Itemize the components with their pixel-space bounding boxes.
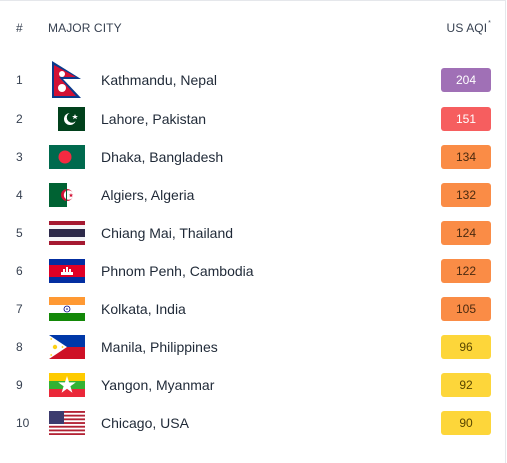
- city-name[interactable]: Yangon, Myanmar: [101, 377, 215, 393]
- city-column-header: MAJOR CITY: [48, 21, 122, 35]
- city-name[interactable]: Chicago, USA: [101, 415, 189, 431]
- nepal-flag-icon: [49, 60, 85, 100]
- rank-number: 1: [16, 73, 23, 87]
- table-row[interactable]: 8 Manila, Philippines 96: [0, 328, 505, 366]
- table-row[interactable]: 2 Lahore, Pakistan 151: [0, 100, 505, 138]
- rank-number: 3: [16, 150, 23, 164]
- philippines-flag-icon: [49, 335, 85, 359]
- aqi-badge: 204: [441, 68, 491, 92]
- rank-number: 2: [16, 112, 23, 126]
- aqi-footnote-mark: *: [488, 20, 491, 27]
- aqi-badge: 151: [441, 107, 491, 131]
- aqi-badge: 96: [441, 335, 491, 359]
- aqi-badge: 124: [441, 221, 491, 245]
- thailand-flag-icon: [49, 221, 85, 245]
- aqi-badge: 134: [441, 145, 491, 169]
- city-name[interactable]: Kolkata, India: [101, 301, 186, 317]
- cambodia-flag-icon: [49, 259, 85, 283]
- aqi-badge: 105: [441, 297, 491, 321]
- aqi-badge: 92: [441, 373, 491, 397]
- table-row[interactable]: 4 Algiers, Algeria 132: [0, 176, 505, 214]
- city-name[interactable]: Dhaka, Bangladesh: [101, 149, 224, 165]
- rank-column-header: #: [16, 21, 23, 35]
- rank-number: 10: [16, 416, 30, 430]
- algeria-flag-icon: [49, 183, 85, 207]
- table-row[interactable]: 10 Chicago, USA 90: [0, 404, 505, 442]
- aqi-badge: 132: [441, 183, 491, 207]
- city-name[interactable]: Chiang Mai, Thailand: [101, 225, 234, 241]
- table-row[interactable]: 3 Dhaka, Bangladesh 134: [0, 138, 505, 176]
- city-name[interactable]: Manila, Philippines: [101, 339, 218, 355]
- rank-number: 7: [16, 302, 23, 316]
- city-name[interactable]: Kathmandu, Nepal: [101, 72, 217, 88]
- table-row[interactable]: 6 Phnom Penh, Cambodia 122: [0, 252, 505, 290]
- table-row[interactable]: 9 Yangon, Myanmar 92: [0, 366, 505, 404]
- aqi-badge: 122: [441, 259, 491, 283]
- india-flag-icon: [49, 297, 85, 321]
- city-name[interactable]: Algiers, Algeria: [101, 187, 195, 203]
- myanmar-flag-icon: [49, 373, 85, 397]
- rank-number: 4: [16, 188, 23, 202]
- table-row[interactable]: 5 Chiang Mai, Thailand 124: [0, 214, 505, 252]
- aqi-header-label: US AQI: [446, 21, 488, 35]
- table-row[interactable]: 7 Kolkata, India 105: [0, 290, 505, 328]
- usa-flag-icon: [49, 411, 85, 435]
- rank-number: 6: [16, 264, 23, 278]
- rank-number: 9: [16, 378, 23, 392]
- rank-number: 5: [16, 226, 23, 240]
- right-divider: [505, 0, 506, 463]
- city-name[interactable]: Phnom Penh, Cambodia: [101, 263, 254, 279]
- bangladesh-flag-icon: [49, 145, 85, 169]
- table-row[interactable]: 1 Kathmandu, Nepal 204: [0, 60, 505, 100]
- aqi-column-header[interactable]: US AQI*: [446, 20, 491, 35]
- aqi-badge: 90: [441, 411, 491, 435]
- table-header: # MAJOR CITY US AQI*: [0, 14, 505, 42]
- table-body: 1 Kathmandu, Nepal 204 2: [0, 60, 505, 442]
- rank-number: 8: [16, 340, 23, 354]
- top-divider: [0, 0, 505, 1]
- pakistan-flag-icon: [49, 107, 85, 131]
- city-name[interactable]: Lahore, Pakistan: [101, 111, 207, 127]
